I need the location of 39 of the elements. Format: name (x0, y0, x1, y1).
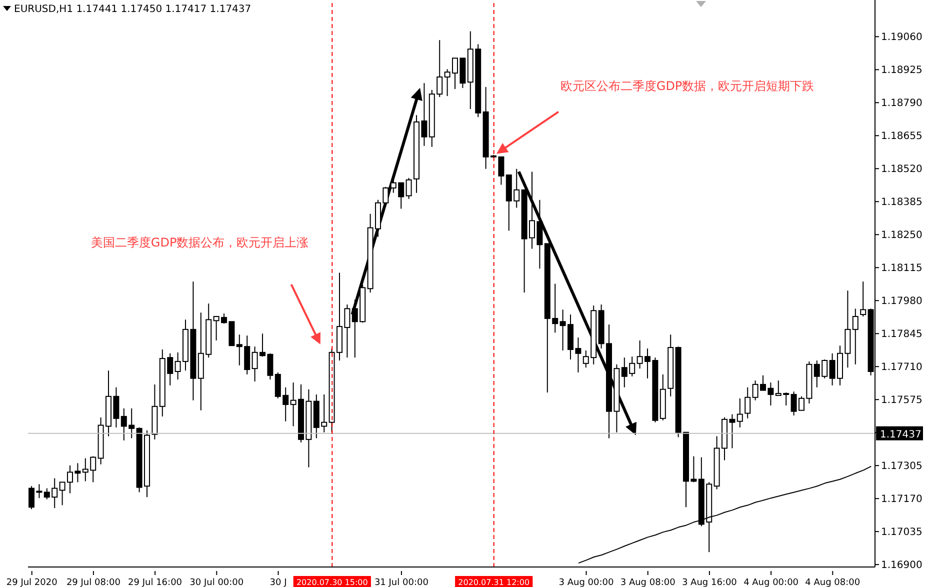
line-series (578, 466, 872, 564)
x-tick-label: 2020.07.31 12:00 (458, 578, 530, 587)
y-tick-label: 1.18790 (881, 98, 922, 110)
x-tick-label: 30 Jul 00:00 (190, 578, 244, 587)
y-tick-label: 1.18925 (881, 65, 922, 76)
y-tick-label: 1.17575 (881, 395, 922, 406)
x-tick-label: 30 J (270, 578, 287, 587)
y-tick-label: 1.17710 (881, 362, 922, 374)
y-tick-label: 1.17170 (881, 494, 922, 506)
x-tick-label: 31 Jul 00:00 (374, 578, 429, 587)
y-tick-label: 1.18655 (881, 131, 922, 142)
candlestick (406, 177, 412, 200)
x-tick-label: 4 Aug 08:00 (805, 578, 860, 587)
y-tick-label: 1.18385 (881, 197, 922, 208)
y-tick-label: 1.18250 (881, 230, 922, 242)
y-tick-label: 1.17845 (881, 329, 922, 340)
y-tick-label: 1.18520 (881, 164, 922, 176)
x-tick-label: 3 Aug 00:00 (558, 578, 614, 587)
x-tick-label: 4 Aug 00:00 (744, 578, 799, 587)
y-tick-label: 1.18115 (881, 263, 922, 274)
annotation: 欧元区公布二季度GDP数据，欧元开启短期下跌 (560, 78, 814, 93)
y-tick-label: 1.17980 (881, 296, 922, 308)
annotation: 美国二季度GDP数据公布，欧元开启上涨 (90, 236, 309, 250)
x-tick-label: 29 Jul 08:00 (66, 578, 121, 587)
x-tick-label: 3 Aug 16:00 (682, 578, 738, 587)
x-tick-label: 29 Jul 16:00 (128, 578, 182, 587)
candlestick (860, 281, 866, 317)
candlestick (852, 308, 858, 365)
y-tick-label: 1.19060 (881, 32, 922, 44)
chart-title: EURUSD,H1 1.17441 1.17450 1.17417 1.17437 (14, 4, 252, 15)
candlestick (736, 398, 743, 428)
x-tick-label: 29 Jul 2020 (6, 578, 58, 587)
y-tick-label: 1.16900 (881, 560, 922, 572)
x-tick-label: 3 Aug 08:00 (620, 578, 676, 587)
x-tick-label: 2020.07.30 15:00 (296, 578, 368, 587)
ref-line-label: 1.17437 (880, 429, 922, 440)
y-tick-label: 1.17305 (881, 461, 922, 472)
candlestick (744, 386, 751, 419)
y-tick-label: 1.17035 (881, 527, 922, 538)
